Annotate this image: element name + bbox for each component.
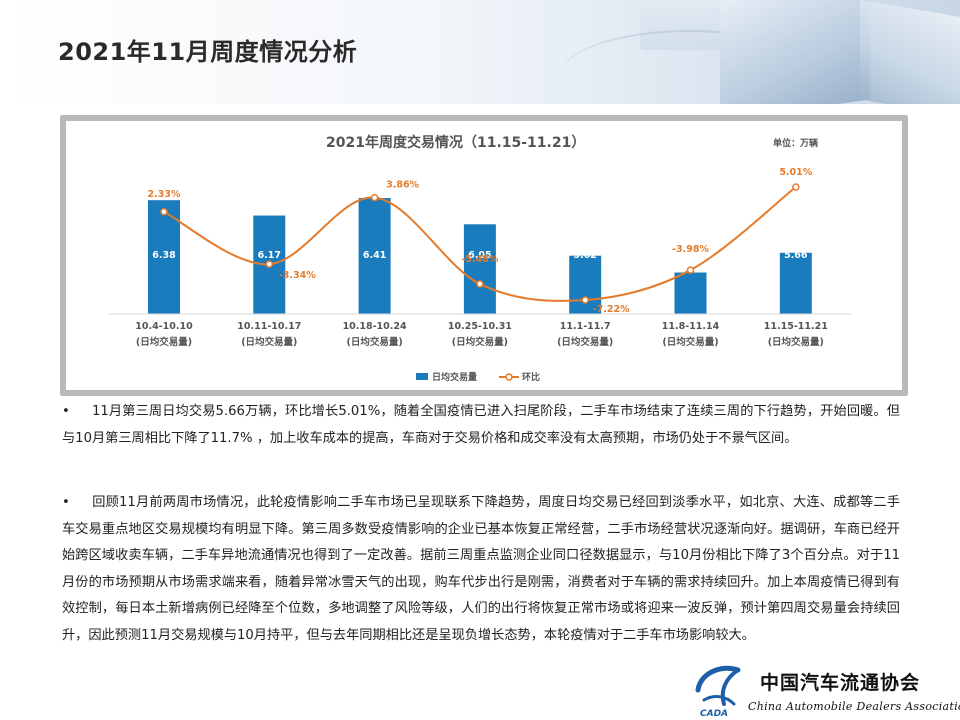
category-sub-label: (日均交易量) bbox=[662, 336, 718, 348]
line-marker bbox=[792, 183, 800, 191]
category-sub-label: (日均交易量) bbox=[768, 336, 824, 348]
bar bbox=[463, 224, 496, 314]
bar-value-label: 5.66 bbox=[784, 250, 808, 261]
bar bbox=[358, 198, 391, 314]
category-label: 10.25-10.31 bbox=[448, 321, 512, 332]
category-axis: 10.4-10.10 (日均交易量) 10.11-10.17 (日均交易量) 10.18… bbox=[135, 321, 828, 348]
line-marker bbox=[370, 193, 379, 202]
line-value-label: -3.98% bbox=[672, 244, 709, 255]
category-sub-label: (日均交易量) bbox=[452, 336, 508, 348]
bar-value-label: 5.62 bbox=[573, 250, 596, 261]
legend: 日均交易量 环比 bbox=[416, 371, 540, 383]
category-label: 11.15-11.21 bbox=[764, 321, 828, 332]
chart-title: 2021年周度交易情况（11.15-11.21） bbox=[326, 134, 585, 151]
bar bbox=[779, 252, 812, 314]
legend-swatch-marker bbox=[505, 373, 513, 381]
category-sub-label: (日均交易量) bbox=[241, 336, 297, 348]
bar-series: 6.38 6.17 6.41 6.05 5.62 5.39 5.66 bbox=[148, 198, 812, 314]
line-marker bbox=[686, 266, 695, 274]
bar bbox=[674, 272, 707, 314]
line-series: 2.33% -3.34% 3.86% -5.48% -7.22% -3.98% 5.01% bbox=[148, 167, 813, 315]
bullet-marker: • bbox=[62, 404, 70, 419]
legend-label-bar: 日均交易量 bbox=[432, 371, 477, 383]
line-marker bbox=[265, 260, 274, 268]
decorative-cube bbox=[720, 0, 870, 104]
weekly-transaction-chart: 2021年周度交易情况（11.15-11.21） 单位：万辆 6.38 6.17 6… bbox=[108, 134, 852, 383]
line-marker bbox=[476, 280, 484, 288]
legend-swatch-bar bbox=[416, 373, 428, 380]
line-value-label: 5.01% bbox=[779, 167, 812, 178]
slide-title: 2021年11月周度情况分析 bbox=[58, 38, 358, 66]
bar bbox=[569, 255, 602, 314]
legend-label-line: 环比 bbox=[522, 371, 540, 383]
line-value-label: -5.48% bbox=[461, 254, 498, 265]
bar-value-label: 6.41 bbox=[363, 250, 386, 261]
line-value-label: 2.33% bbox=[148, 189, 181, 200]
paragraph-1: • 11月第三周日均交易5.66万辆，环比增长5.01%，随着全国疫情已进入扫尾阶… bbox=[62, 399, 900, 452]
chart-panel: 2021年周度交易情况（11.15-11.21） 单位：万辆 6.38 6.17 6… bbox=[60, 115, 908, 396]
paragraph-text: 11月第三周日均交易5.66万辆，环比增长5.01%，随着全国疫情已进入扫尾阶段… bbox=[62, 404, 900, 446]
chart-unit: 单位：万辆 bbox=[773, 137, 818, 149]
svg-text:CADA: CADA bbox=[700, 709, 728, 719]
paragraph-text: 回顾11月前两周市场情况，此轮疫情影响二手车市场已呈现联系下降趋势，周度日均交易… bbox=[62, 495, 900, 643]
cada-logo: CADA 中国汽车流通协会 China Automobile Dealers A… bbox=[690, 660, 960, 720]
line-marker bbox=[581, 296, 589, 304]
category-label: 10.18-10.24 bbox=[343, 321, 407, 332]
category-sub-label: (日均交易量) bbox=[347, 336, 403, 348]
category-label: 10.4-10.10 bbox=[135, 321, 193, 332]
decorative-swirl bbox=[560, 30, 820, 104]
category-sub-label: (日均交易量) bbox=[557, 336, 613, 348]
header-banner: 2021年11月周度情况分析 bbox=[0, 0, 960, 104]
bar-value-label: 5.39 bbox=[679, 250, 702, 261]
category-label: 11.8-11.14 bbox=[662, 321, 720, 332]
line-marker bbox=[160, 208, 168, 216]
category-label: 10.11-10.17 bbox=[237, 321, 301, 332]
bar-value-label: 6.17 bbox=[258, 250, 281, 261]
line-value-label: -3.34% bbox=[279, 270, 316, 281]
bullet-marker: • bbox=[62, 495, 70, 510]
chart-area: 2021年周度交易情况（11.15-11.21） 单位：万辆 6.38 6.17 6… bbox=[66, 121, 902, 390]
category-label: 11.1-11.7 bbox=[560, 321, 611, 332]
bar-value-label: 6.38 bbox=[152, 250, 176, 261]
line-value-label: -7.22% bbox=[593, 304, 630, 315]
logo-name-cn: 中国汽车流通协会 bbox=[760, 672, 921, 694]
logo-name-en: China Automobile Dealers Association bbox=[748, 700, 960, 713]
bar-value-label: 6.05 bbox=[468, 250, 491, 261]
decorative-cube bbox=[860, 0, 960, 104]
category-sub-label: (日均交易量) bbox=[136, 336, 192, 348]
cada-emblem-icon: CADA bbox=[695, 665, 741, 719]
line-value-label: 3.86% bbox=[386, 180, 419, 191]
paragraph-2: • 回顾11月前两周市场情况，此轮疫情影响二手车市场已呈现联系下降趋势，周度日均交… bbox=[62, 490, 900, 649]
